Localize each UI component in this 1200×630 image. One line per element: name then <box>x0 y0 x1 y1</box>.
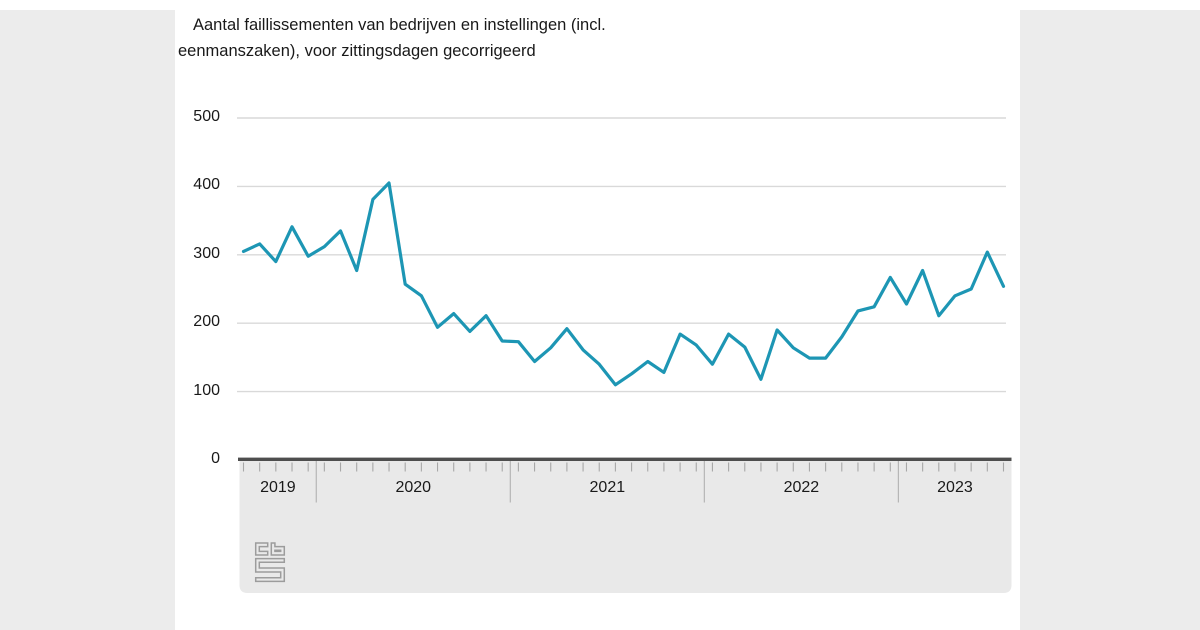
bankruptcies-line-chart <box>237 117 1012 593</box>
y-axis-label: 100 <box>193 381 220 399</box>
y-axis-label: 400 <box>193 176 220 194</box>
y-axis-label: 500 <box>193 108 220 125</box>
x-axis-band <box>239 461 1012 593</box>
background-right-strip <box>1020 10 1200 630</box>
y-axis-label: 200 <box>193 313 220 331</box>
background-left-strip <box>0 10 175 630</box>
chart-title-line2: eenmanszaken), voor zittingsdagen gecorr… <box>178 42 536 60</box>
y-axis-label: 300 <box>193 244 220 262</box>
year-label: 2019 <box>260 479 296 496</box>
year-label: 2022 <box>783 479 820 496</box>
year-label: 2023 <box>937 479 973 496</box>
chart-title-line1: Aantal faillissementen van bedrijven en … <box>193 16 606 34</box>
data-line-faillissementen <box>241 181 1006 387</box>
year-label: 2021 <box>589 479 626 496</box>
cbs-logo-icon <box>254 542 286 583</box>
x-axis-line <box>238 457 1012 461</box>
y-axis-label: 0 <box>211 450 220 467</box>
year-label: 2020 <box>395 479 432 496</box>
